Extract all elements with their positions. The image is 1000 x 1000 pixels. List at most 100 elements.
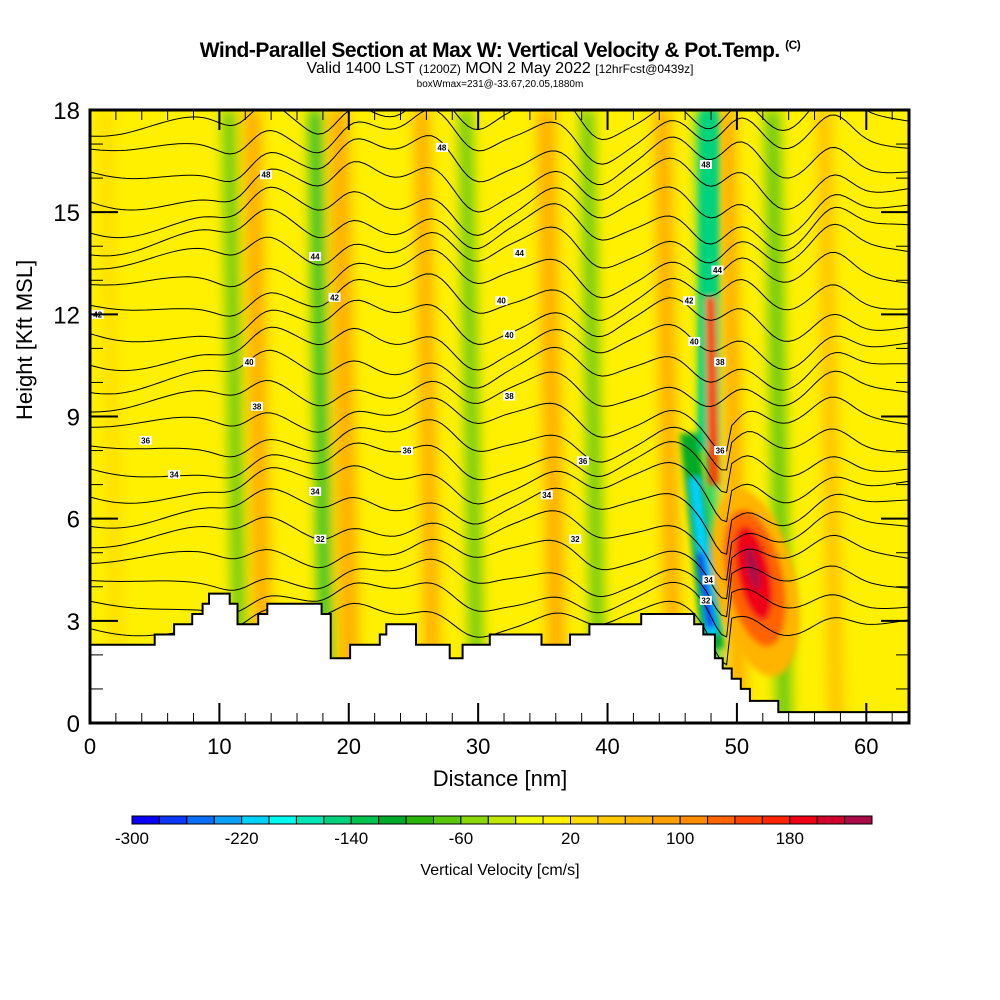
contour-label: 44 [309, 251, 322, 261]
contour-label: 48 [699, 159, 712, 169]
contour-label: 44 [711, 265, 724, 275]
contour-label-box [250, 401, 263, 411]
theta-contour [90, 370, 908, 413]
y-tick-label: 0 [67, 711, 80, 738]
contour-label: 32 [314, 534, 327, 544]
contour-label-text: 44 [515, 249, 524, 258]
colorbar-swatch [816, 815, 846, 825]
theta-contour [90, 157, 908, 213]
contour-label: 48 [435, 142, 448, 152]
theta-contour [90, 203, 908, 257]
contour-label-text: 42 [330, 293, 339, 302]
velocity-band-core [541, 110, 563, 723]
y-tick-label: 6 [67, 507, 80, 534]
colorbar-tick-label: -300 [115, 829, 149, 848]
contour-label-box [435, 142, 448, 152]
contour-label-box [569, 534, 582, 544]
colorbar-swatch [734, 815, 763, 825]
contour-label-box [699, 595, 712, 605]
downdraft-core [689, 477, 719, 635]
contour-label-text: 48 [437, 143, 446, 152]
contour-label-box [495, 296, 508, 306]
field-features [679, 110, 800, 677]
contour-label: 42 [683, 296, 696, 306]
contour-label: 40 [495, 296, 508, 306]
colorbar-swatch [542, 815, 572, 825]
x-tick-label: 0 [84, 734, 96, 759]
contour-label-text: 44 [311, 252, 320, 261]
colorbar-swatch [570, 815, 599, 825]
theta-contour [90, 249, 908, 299]
contour-label-text: 38 [252, 402, 261, 411]
x-axis-label: Distance [nm] [432, 766, 568, 791]
colorbar-swatch [405, 815, 434, 825]
colorbar-swatch [515, 815, 544, 825]
contour-label-text: 32 [316, 535, 325, 544]
colorbar-swatch [844, 815, 873, 825]
theta-contour [90, 110, 908, 141]
valid-time: Valid 1400 LST [306, 60, 415, 77]
contour-label-text: 38 [505, 392, 514, 401]
colorbar-swatch [295, 815, 325, 825]
colorbar-swatch [789, 815, 818, 825]
theta-contour [90, 135, 908, 185]
theta-contour [90, 510, 908, 581]
contour-label-box [711, 265, 724, 275]
terrain-fill [90, 593, 909, 723]
contour-label-text: 48 [262, 171, 271, 180]
x-tick-label: 10 [207, 734, 231, 759]
contour-label-text: 40 [690, 338, 699, 347]
colorbar-swatch [213, 815, 243, 825]
colorbar-swatch [241, 815, 270, 825]
colorbar-label: Vertical Velocity [cm/s] [420, 862, 580, 879]
contour-label-box [259, 170, 272, 180]
velocity-band-core [658, 110, 679, 723]
valid-utc: (1200Z) [418, 62, 461, 76]
colorbar-tick-label: -60 [449, 829, 474, 848]
y-axis-label: Height [Kft MSL] [12, 259, 37, 420]
y-tick-label: 18 [53, 98, 80, 125]
contour-label-box [503, 391, 516, 401]
contour-label: 38 [714, 357, 727, 367]
theta-contour [90, 461, 908, 523]
contour-label-box [702, 575, 715, 585]
theta-contour [90, 558, 908, 618]
x-tick-label: 60 [854, 734, 878, 759]
contour-label-text: 48 [701, 160, 710, 169]
contour-label: 32 [699, 595, 712, 605]
contour-label-text: 38 [716, 358, 725, 367]
colorbar-swatch [323, 815, 352, 825]
velocity-band-core [312, 110, 331, 723]
terrain [90, 592, 909, 723]
contour-label-box [699, 159, 712, 169]
theta-contour [90, 487, 908, 555]
colorbar-tick-label: 180 [776, 829, 804, 848]
contour-label: 36 [714, 446, 727, 456]
contour-label-text: 32 [571, 535, 580, 544]
theta-contour [90, 223, 908, 270]
contour-label-box [683, 296, 696, 306]
contour-label-text: 34 [704, 576, 713, 585]
contour-label-box [139, 435, 152, 445]
theta-contour [90, 534, 908, 600]
colorbar-swatch [378, 815, 407, 825]
copyright-mark: (C) [785, 38, 801, 52]
colorbar-swatch [186, 815, 215, 825]
theta-contours [90, 110, 908, 666]
contour-label: 40 [688, 337, 701, 347]
contour-label-box [328, 292, 341, 302]
chart-subtitle: Valid 1400 LST (1200Z) MON 2 May 2022 [1… [0, 60, 1000, 78]
velocity-band-core [583, 110, 603, 723]
forecast-info: [12hrFcst@0439z] [595, 62, 694, 76]
theta-contour [90, 346, 908, 395]
colorbar-tick-label: -220 [225, 829, 259, 848]
contour-label-box [714, 357, 727, 367]
title-text: Wind-Parallel Section at Max W: Vertical… [199, 39, 781, 62]
contour-label-box [314, 534, 327, 544]
theta-contour [90, 396, 908, 453]
contour-label: 34 [309, 486, 322, 496]
x-tick-label: 40 [595, 734, 619, 759]
colorbar-swatch [158, 815, 188, 825]
contour-label: 40 [243, 357, 256, 367]
